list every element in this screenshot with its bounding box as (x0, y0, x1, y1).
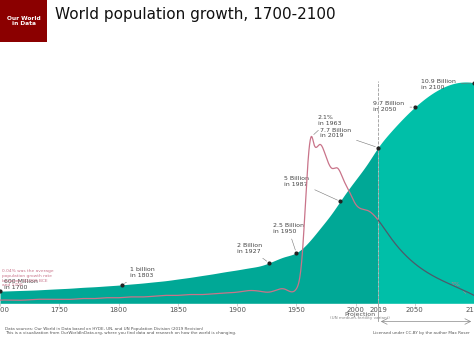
Text: 2 Billion
in 1927: 2 Billion in 1927 (237, 243, 267, 261)
Text: 10.9 Billion
in 2100: 10.9 Billion in 2100 (420, 79, 471, 90)
Text: 5 Billion
in 1987: 5 Billion in 1987 (284, 176, 337, 200)
Text: Projection: Projection (345, 312, 376, 317)
Text: 7.7 Billion
in 2019: 7.7 Billion in 2019 (320, 128, 375, 147)
Text: (UN medium-fertility variant): (UN medium-fertility variant) (330, 316, 390, 320)
Text: 1 billion
in 1803: 1 billion in 1803 (125, 267, 155, 283)
Text: 1%: 1% (450, 282, 466, 294)
Text: Data sources: Our World in Data based on HYDE, UN, and UN Population Division (2: Data sources: Our World in Data based on… (5, 327, 236, 335)
Text: 0.04% was the average
population growth rate
between 10,000 BCE
and 1700: 0.04% was the average population growth … (2, 269, 54, 287)
Text: 600 Million
in 1700: 600 Million in 1700 (0, 279, 37, 291)
Text: World population growth, 1700-2100: World population growth, 1700-2100 (55, 7, 335, 22)
Text: Licensed under CC-BY by the author Max Roser: Licensed under CC-BY by the author Max R… (373, 331, 469, 335)
Text: 9.7 Billion
in 2050: 9.7 Billion in 2050 (373, 101, 412, 112)
Text: 2.1%
in 1963: 2.1% in 1963 (314, 115, 341, 134)
Text: 2.5 Billion
in 1950: 2.5 Billion in 1950 (273, 223, 303, 250)
Text: Our World
in Data: Our World in Data (7, 16, 41, 27)
